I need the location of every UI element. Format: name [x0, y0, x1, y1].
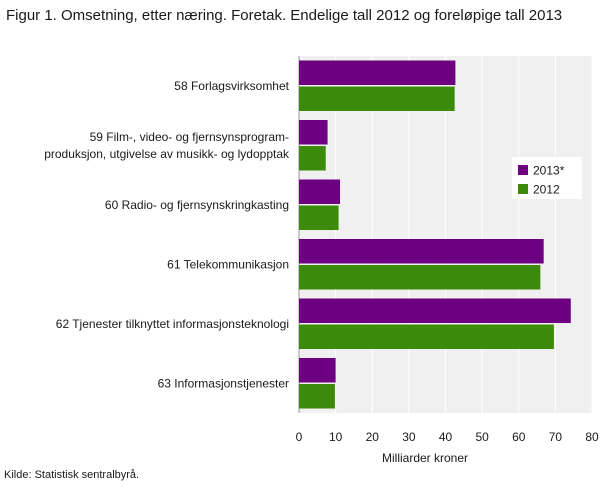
legend-swatch [518, 165, 528, 175]
legend-label: 2013* [533, 164, 565, 178]
legend-label: 2012 [533, 183, 560, 197]
bar-2012-5 [299, 324, 554, 349]
bar-2013-6 [299, 358, 336, 383]
x-tick-label: 80 [585, 430, 599, 444]
category-label: 59 Film-, video- og fjernsynsprogram- [90, 130, 289, 144]
x-tick-label: 40 [439, 430, 453, 444]
x-tick-label: 10 [329, 430, 343, 444]
bar-2013-2 [299, 120, 328, 145]
bar-2012-3 [299, 205, 339, 230]
category-label: produksjon, utgivelse av musikk- og lydo… [44, 147, 290, 161]
chart-title: Figur 1. Omsetning, etter næring. Foreta… [6, 7, 563, 24]
bar-2012-1 [299, 86, 455, 111]
x-tick-label: 30 [402, 430, 416, 444]
x-tick-label: 20 [366, 430, 380, 444]
bar-2013-1 [299, 60, 456, 85]
bar-2012-6 [299, 384, 335, 409]
bar-2013-3 [299, 179, 341, 204]
legend-swatch [518, 184, 528, 194]
legend: 2013* 2012 [512, 157, 582, 199]
x-axis-label: Milliarder kroner [382, 451, 468, 465]
x-tick-label: 70 [549, 430, 563, 444]
x-tick-label: 50 [475, 430, 489, 444]
x-tick-label: 60 [512, 430, 526, 444]
bar-2013-5 [299, 298, 571, 323]
bar-2012-2 [299, 146, 326, 171]
category-label: 61 Telekommunikasjon [167, 257, 289, 271]
bar-2013-4 [299, 239, 544, 264]
bar-2012-4 [299, 265, 541, 290]
category-label: 58 Forlagsvirksomhet [174, 79, 289, 93]
category-label: 63 Informasjonstjenester [158, 376, 289, 390]
source-note: Kilde: Statistisk sentralbyrå. [4, 469, 140, 481]
x-tick-label: 0 [296, 430, 303, 444]
category-label: 60 Radio- og fjernsynskringkasting [105, 198, 289, 212]
category-label: 62 Tjenester tilknyttet informasjonstekn… [56, 317, 289, 331]
